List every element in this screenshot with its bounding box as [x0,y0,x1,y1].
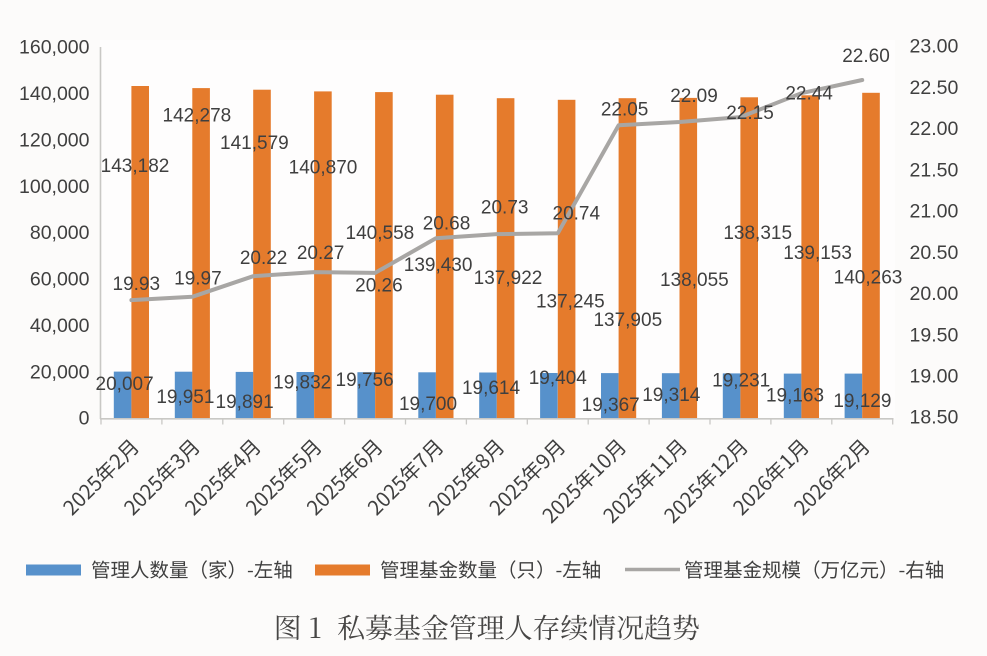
svg-text:19,756: 19,756 [336,370,394,391]
svg-text:21.50: 21.50 [910,159,959,181]
svg-text:18.50: 18.50 [910,407,959,429]
svg-text:137,905: 137,905 [593,310,662,331]
svg-text:138,315: 138,315 [723,223,792,244]
svg-text:19,404: 19,404 [529,368,588,389]
svg-text:19,891: 19,891 [216,392,274,413]
svg-text:23.00: 23.00 [910,36,959,58]
svg-text:139,153: 139,153 [783,243,852,264]
svg-text:19,231: 19,231 [712,371,770,392]
svg-text:19,163: 19,163 [766,386,824,407]
svg-text:20.27: 20.27 [297,243,345,264]
svg-text:120,000: 120,000 [19,129,90,151]
svg-text:22.50: 22.50 [910,77,959,99]
svg-text:19,367: 19,367 [582,395,640,416]
svg-text:40,000: 40,000 [30,315,90,337]
svg-text:139,430: 139,430 [404,255,473,276]
svg-text:19,951: 19,951 [156,387,214,408]
svg-text:19.50: 19.50 [910,324,959,346]
svg-text:20.00: 20.00 [910,283,959,305]
svg-text:19.93: 19.93 [113,274,161,295]
svg-text:141,579: 141,579 [220,133,289,154]
svg-text:60,000: 60,000 [30,269,90,291]
svg-text:137,922: 137,922 [474,268,543,289]
svg-text:19,314: 19,314 [642,385,701,406]
svg-text:143,182: 143,182 [101,156,170,177]
svg-text:22.09: 22.09 [670,86,718,107]
svg-text:22.05: 22.05 [601,100,649,121]
svg-text:22.60: 22.60 [842,46,890,67]
svg-text:140,263: 140,263 [834,268,903,289]
svg-text:19.97: 19.97 [174,269,222,290]
svg-text:20.73: 20.73 [481,197,529,218]
svg-text:138,055: 138,055 [660,270,729,291]
svg-text:80,000: 80,000 [30,222,90,244]
svg-text:20.50: 20.50 [910,242,959,264]
svg-text:20,000: 20,000 [30,361,90,383]
svg-text:22.00: 22.00 [910,118,959,140]
svg-text:19,614: 19,614 [462,378,521,399]
svg-text:20,007: 20,007 [96,374,154,395]
svg-text:20.22: 20.22 [240,248,288,269]
svg-text:137,245: 137,245 [536,292,605,313]
svg-text:19,832: 19,832 [273,372,331,393]
svg-text:20.68: 20.68 [423,213,471,234]
svg-text:0: 0 [79,408,90,430]
svg-text:160,000: 160,000 [19,37,90,59]
svg-text:140,000: 140,000 [19,83,90,105]
svg-text:140,558: 140,558 [346,223,415,244]
svg-text:100,000: 100,000 [19,176,90,198]
svg-text:20.26: 20.26 [355,275,403,296]
svg-text:19,129: 19,129 [833,391,891,412]
svg-text:19.00: 19.00 [910,366,959,388]
svg-text:140,870: 140,870 [289,157,358,178]
svg-text:22.44: 22.44 [785,84,833,105]
svg-text:22.15: 22.15 [726,103,774,124]
svg-text:142,278: 142,278 [163,105,232,126]
svg-text:19,700: 19,700 [399,394,457,415]
svg-text:20.74: 20.74 [553,203,601,224]
svg-text:21.00: 21.00 [910,201,959,223]
